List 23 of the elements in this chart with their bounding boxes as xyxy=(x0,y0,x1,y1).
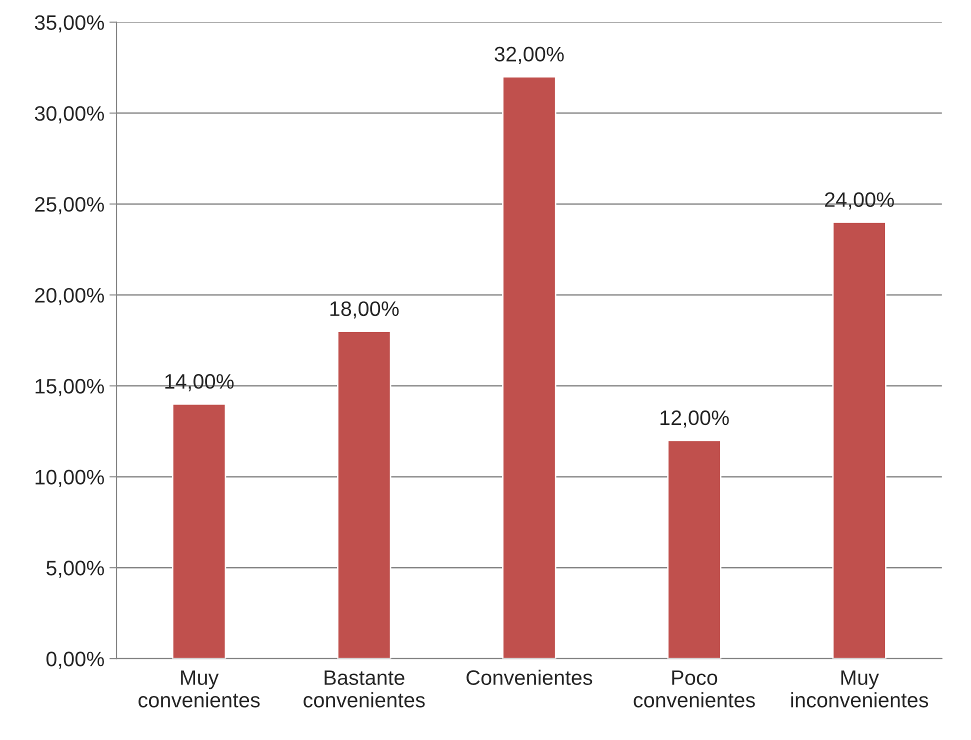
bar xyxy=(172,403,226,659)
bar xyxy=(832,222,886,659)
x-tick-label: Muy convenientes xyxy=(138,670,260,708)
y-tick-label: 5,00% xyxy=(46,560,104,578)
y-tick-label: 30,00% xyxy=(34,106,104,124)
bar xyxy=(667,440,722,659)
x-tick-label: Poco convenientes xyxy=(634,670,755,708)
bar xyxy=(337,330,392,659)
data-label: 12,00% xyxy=(660,410,729,428)
y-tick-label: 10,00% xyxy=(36,470,104,487)
data-label: 24,00% xyxy=(825,192,894,210)
y-tick-label: 15,00% xyxy=(36,378,104,396)
x-tick-label: Bastante convenientes xyxy=(304,670,425,708)
y-tick-label: 35,00% xyxy=(34,15,104,32)
bar xyxy=(502,76,556,659)
data-label: 32,00% xyxy=(494,46,564,64)
y-tick-label: 20,00% xyxy=(35,288,104,306)
data-label: 18,00% xyxy=(330,301,399,319)
data-label: 14,00% xyxy=(165,374,234,392)
y-tick-label: 0,00% xyxy=(46,652,104,669)
x-tick-label: Muy inconvenientes xyxy=(791,670,928,708)
y-tick-label: 25,00% xyxy=(35,197,104,214)
x-tick-label: Convenientes xyxy=(466,670,592,686)
